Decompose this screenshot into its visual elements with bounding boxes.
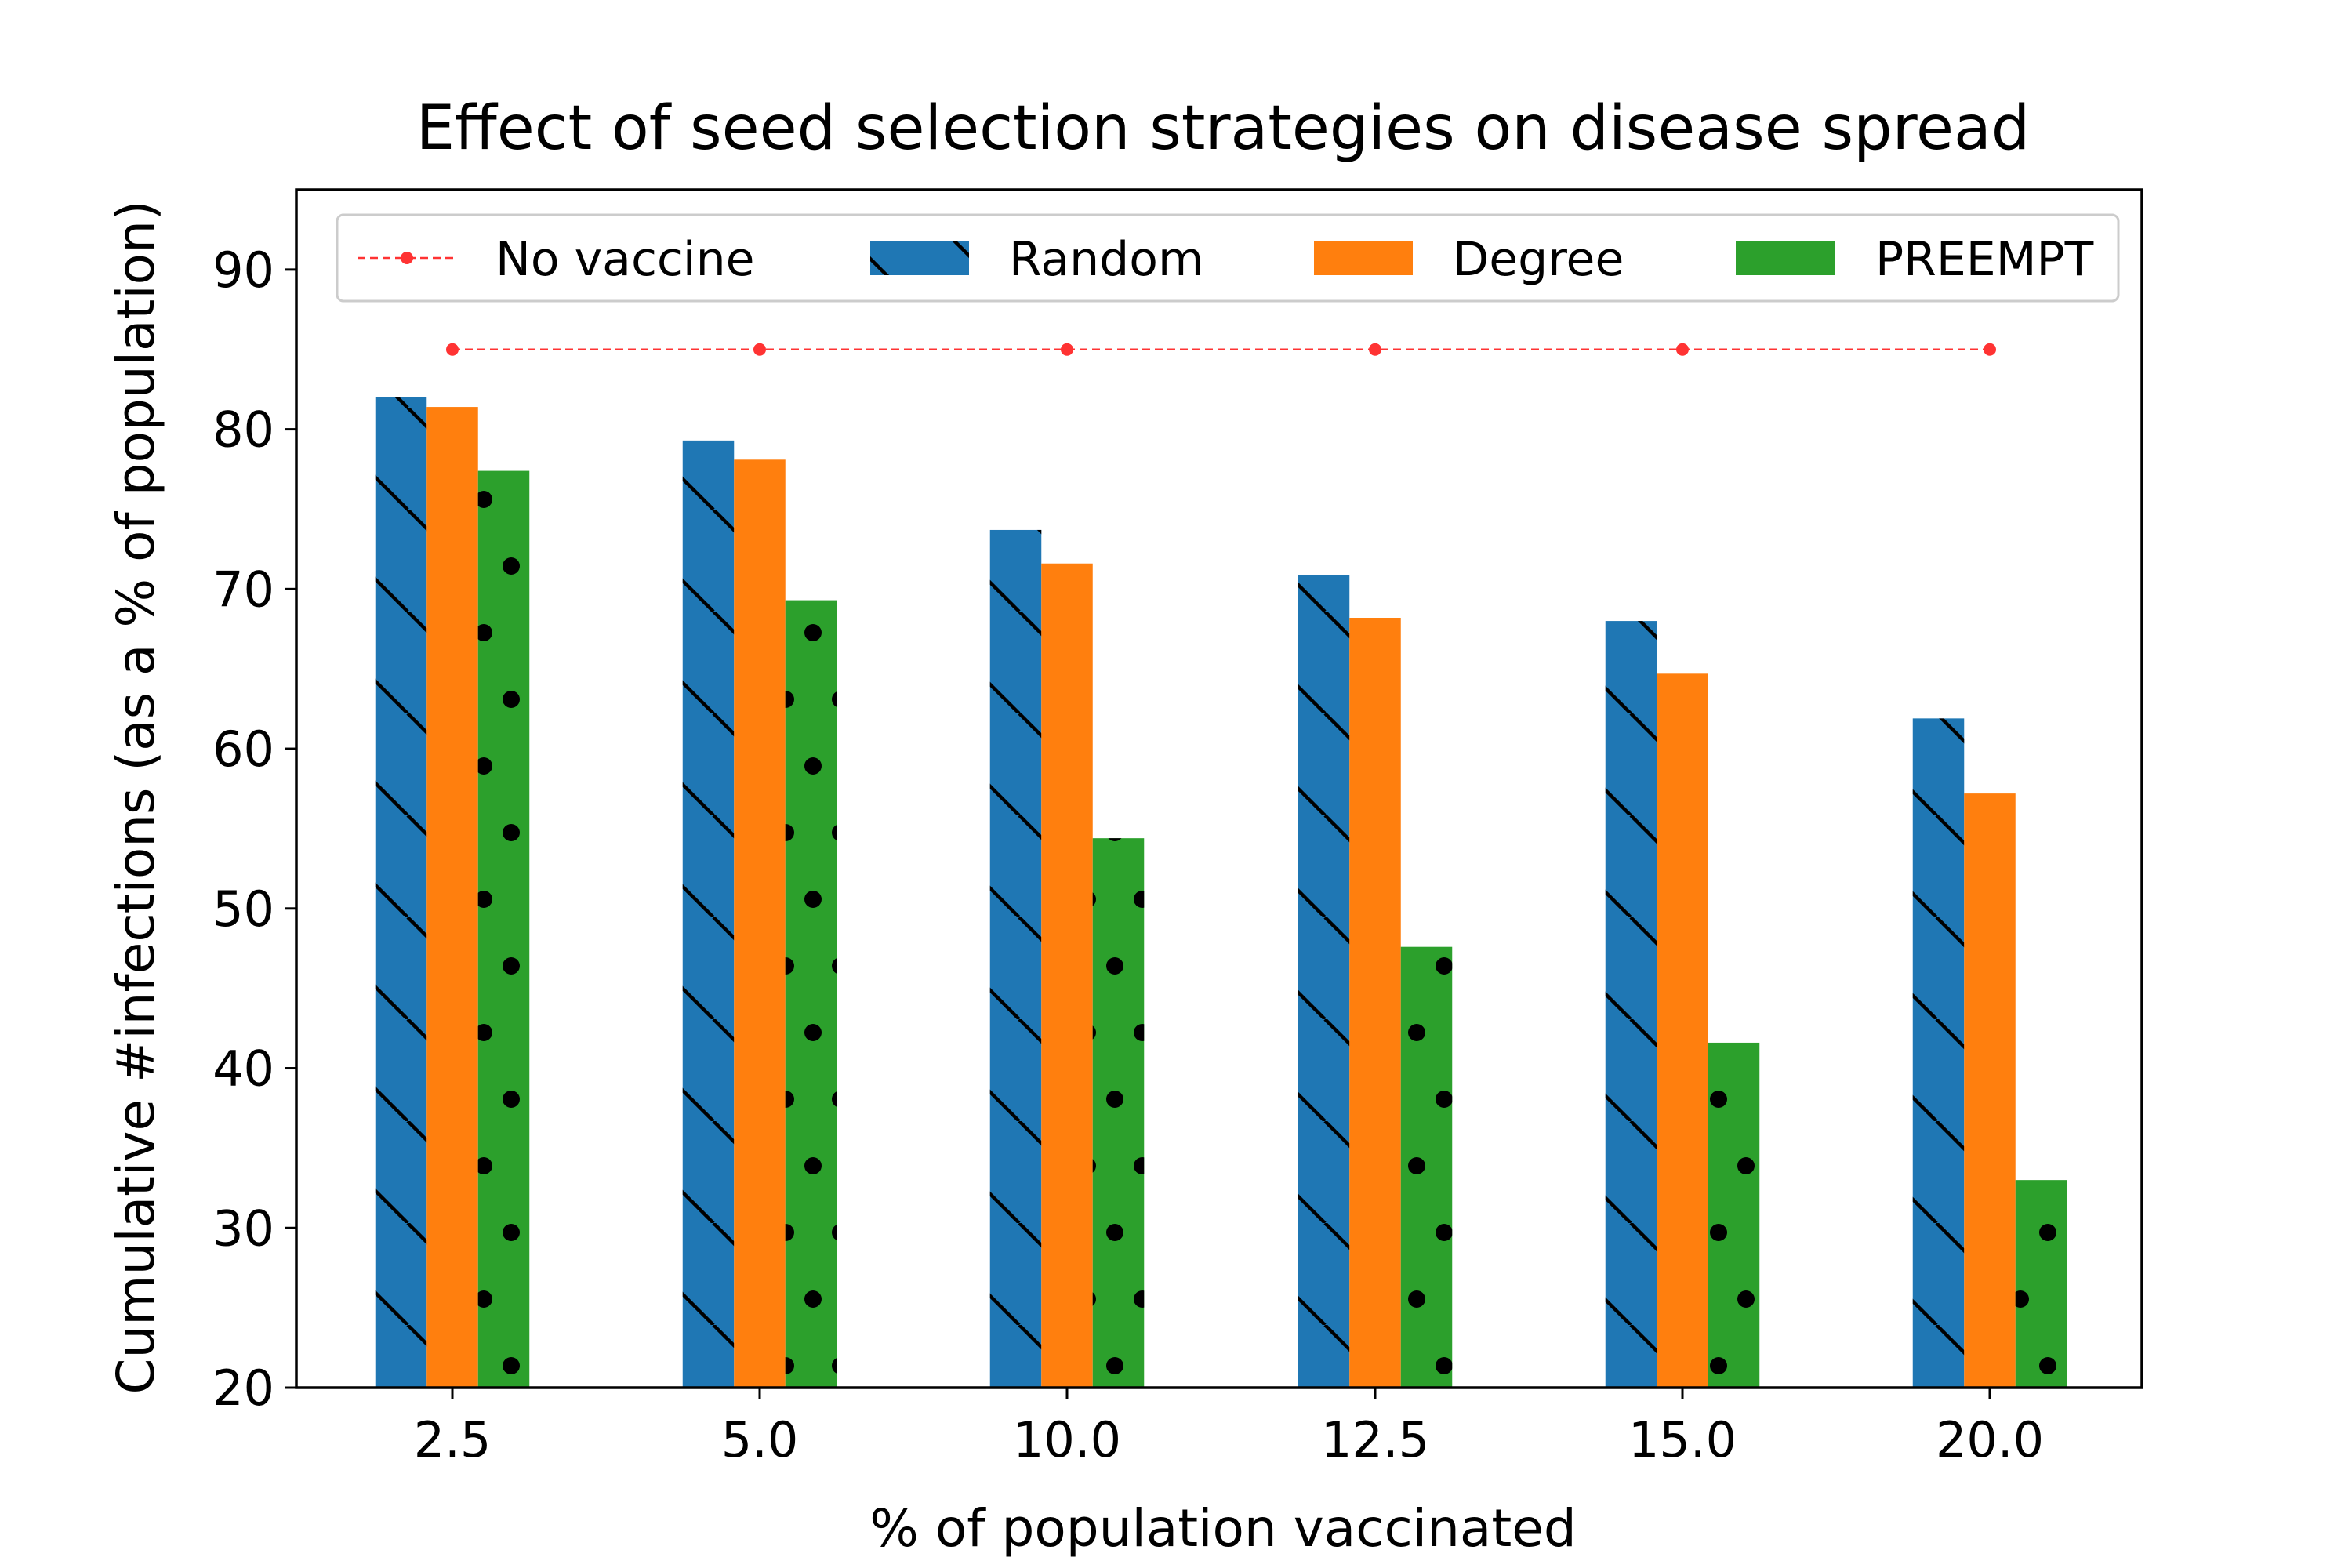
bar-preempt-4-hatch — [1708, 1042, 1760, 1388]
y-axis-label: Cumulative #infections (as a % of popula… — [106, 200, 166, 1394]
bar-random-0-hatch — [375, 397, 427, 1388]
x-tick-label-2: 10.0 — [1013, 1411, 1121, 1468]
legend: No vaccine Random Degree PREEMPT — [336, 213, 2120, 303]
legend-no-vaccine-marker — [401, 252, 413, 264]
legend-swatch-random-hatch — [870, 241, 969, 275]
bar-degree-5 — [1964, 793, 2016, 1388]
y-tick-label-30: 30 — [212, 1200, 274, 1257]
legend-label-random: Random — [1009, 232, 1203, 287]
bar-random-5-hatch — [1912, 718, 1965, 1388]
plot-area: 20 30 40 50 60 70 80 90 2.5 5.0 10.0 12.5 15.0 20.0 — [212, 188, 2143, 1468]
no-vaccine-marker-3 — [1369, 343, 1381, 356]
bar-random-4-hatch — [1605, 621, 1657, 1388]
bar-preempt-1-hatch — [785, 600, 837, 1388]
bar-preempt-2-hatch — [1092, 838, 1145, 1388]
bar-random-3-hatch — [1298, 574, 1350, 1388]
y-tick-label-40: 40 — [212, 1040, 274, 1098]
x-tick-label-5: 20.0 — [1936, 1411, 2044, 1468]
x-tick-label-0: 2.5 — [414, 1411, 492, 1468]
bar-random-1-hatch — [682, 440, 735, 1388]
y-tick-label-80: 80 — [212, 401, 274, 459]
x-tick-label-4: 15.0 — [1628, 1411, 1737, 1468]
x-tick-label-3: 12.5 — [1321, 1411, 1429, 1468]
y-tick-label-90: 90 — [212, 241, 274, 299]
legend-label-preempt: PREEMPT — [1875, 232, 2094, 287]
x-axis-label: % of population vaccinated — [869, 1498, 1577, 1559]
legend-label-no-vaccine: No vaccine — [495, 232, 755, 287]
no-vaccine-marker-4 — [1676, 343, 1689, 356]
legend-swatch-degree — [1314, 241, 1413, 275]
y-tick-label-70: 70 — [212, 561, 274, 618]
bar-degree-2 — [1041, 563, 1093, 1388]
x-tick-label-1: 5.0 — [721, 1411, 799, 1468]
y-tick-label-20: 20 — [212, 1359, 274, 1417]
bar-degree-3 — [1349, 618, 1401, 1388]
no-vaccine-marker-0 — [446, 343, 459, 356]
legend-swatch-preempt-hatch — [1736, 241, 1835, 275]
legend-label-degree: Degree — [1453, 232, 1624, 287]
bar-degree-4 — [1657, 673, 1708, 1388]
y-tick-label-50: 50 — [212, 880, 274, 938]
bar-random-2-hatch — [989, 529, 1042, 1388]
legend-box — [336, 213, 2120, 303]
axes-frame — [295, 188, 2143, 1389]
no-vaccine-marker-5 — [1984, 343, 1996, 356]
bar-preempt-3-hatch — [1400, 946, 1453, 1388]
no-vaccine-marker-1 — [753, 343, 766, 356]
chart-title: Effect of seed selection strategies on d… — [416, 93, 2031, 164]
bar-preempt-5-hatch — [2015, 1180, 2067, 1388]
bar-degree-0 — [426, 407, 478, 1388]
bar-degree-1 — [734, 459, 786, 1388]
no-vaccine-marker-2 — [1061, 343, 1073, 356]
y-tick-label-60: 60 — [212, 720, 274, 778]
bar-preempt-0-hatch — [477, 470, 530, 1388]
